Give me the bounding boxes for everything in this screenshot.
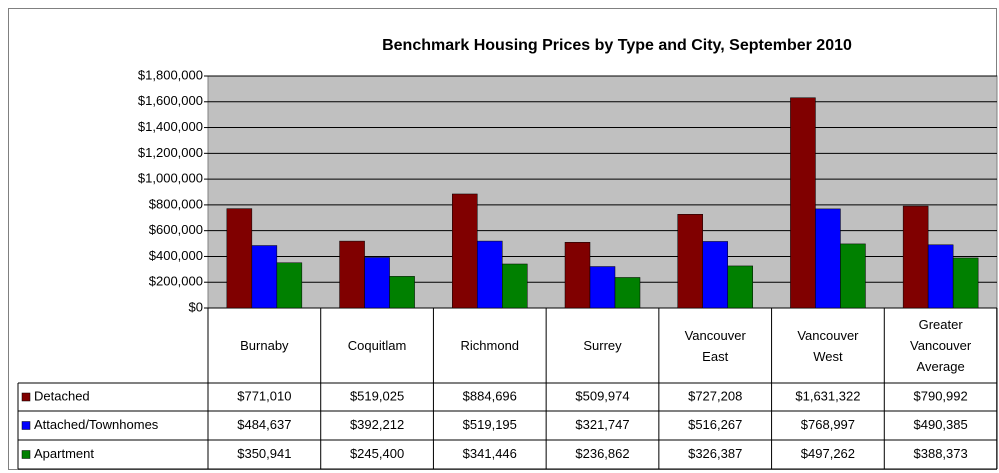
- bar: [790, 97, 816, 309]
- legend-label: Apartment: [34, 446, 94, 461]
- y-tick-label: $1,600,000: [138, 93, 203, 108]
- y-tick-label: $400,000: [149, 248, 203, 263]
- table-cell: $245,400: [350, 446, 404, 461]
- category-label: Surrey: [546, 308, 659, 383]
- legend-key: [21, 450, 31, 459]
- table-cell: $490,385: [914, 417, 968, 432]
- y-tick-label: $800,000: [149, 196, 203, 211]
- category-label: Coquitlam: [321, 308, 434, 383]
- y-tick-label: $200,000: [149, 274, 203, 289]
- table-cell: $350,941: [237, 446, 291, 461]
- table-cell: $1,631,322: [795, 388, 860, 403]
- y-tick-label: $0: [189, 299, 203, 314]
- bar: [677, 214, 703, 309]
- table-cell: $771,010: [237, 388, 291, 403]
- category-label: Vancouver East: [659, 308, 772, 383]
- table-cell: $519,195: [463, 417, 517, 432]
- category-text: Richmond: [460, 338, 520, 353]
- table-cell: $392,212: [350, 417, 404, 432]
- table-cell: $884,696: [463, 388, 517, 403]
- legend-label: Detached: [34, 388, 90, 403]
- table-cell: $519,025: [350, 388, 404, 403]
- bar: [902, 205, 929, 309]
- legend-label: Attached/Townhomes: [34, 417, 159, 432]
- bar: [339, 240, 365, 309]
- category-text: Burnaby: [240, 338, 289, 353]
- bar: [727, 265, 753, 309]
- table-cell: $341,446: [463, 446, 517, 461]
- bar: [364, 257, 390, 309]
- legend-key: [21, 421, 31, 430]
- table-cell: $497,262: [801, 446, 855, 461]
- category-label: Richmond: [433, 308, 546, 383]
- bar: [477, 240, 503, 309]
- y-tick-label: $1,000,000: [138, 171, 203, 186]
- bar: [927, 244, 954, 309]
- bar: [502, 263, 528, 309]
- bar: [589, 266, 616, 309]
- category-label: Vancouver West: [772, 308, 885, 383]
- table-cell: $388,373: [914, 446, 968, 461]
- legend-key: [21, 392, 31, 402]
- category-label: Greater Vancouver Average: [884, 308, 997, 383]
- y-tick-label: $600,000: [149, 222, 203, 237]
- category-text: Vancouver West: [797, 327, 859, 364]
- category-text: Vancouver East: [684, 327, 746, 364]
- bar: [389, 276, 415, 309]
- category-label: Burnaby: [208, 308, 321, 383]
- table-cell: $727,208: [688, 388, 742, 403]
- bar: [952, 257, 979, 309]
- table-cell: $326,387: [688, 446, 742, 461]
- table-cell: $236,862: [575, 446, 629, 461]
- category-text: Surrey: [583, 338, 622, 353]
- table-cell: $509,974: [575, 388, 629, 403]
- bar: [614, 277, 641, 309]
- bar: [840, 243, 866, 309]
- bar: [251, 245, 278, 309]
- table-cell: $321,747: [575, 417, 629, 432]
- table-cell: $790,992: [914, 388, 968, 403]
- bar: [702, 241, 728, 309]
- y-tick-label: $1,200,000: [138, 145, 203, 160]
- chart-title: Benchmark Housing Prices by Type and Cit…: [382, 37, 852, 54]
- bar: [276, 262, 303, 309]
- bar: [226, 208, 253, 309]
- table-cell: $484,637: [237, 417, 291, 432]
- category-text: Greater Vancouver Average: [910, 317, 972, 374]
- y-tick-label: $1,400,000: [138, 119, 203, 134]
- table-cell: $768,997: [801, 417, 855, 432]
- category-text: Coquitlam: [347, 338, 407, 353]
- bar: [564, 242, 591, 309]
- y-tick-label: $1,800,000: [138, 67, 203, 82]
- bar: [815, 208, 841, 309]
- bar: [452, 193, 478, 309]
- table-cell: $516,267: [688, 417, 742, 432]
